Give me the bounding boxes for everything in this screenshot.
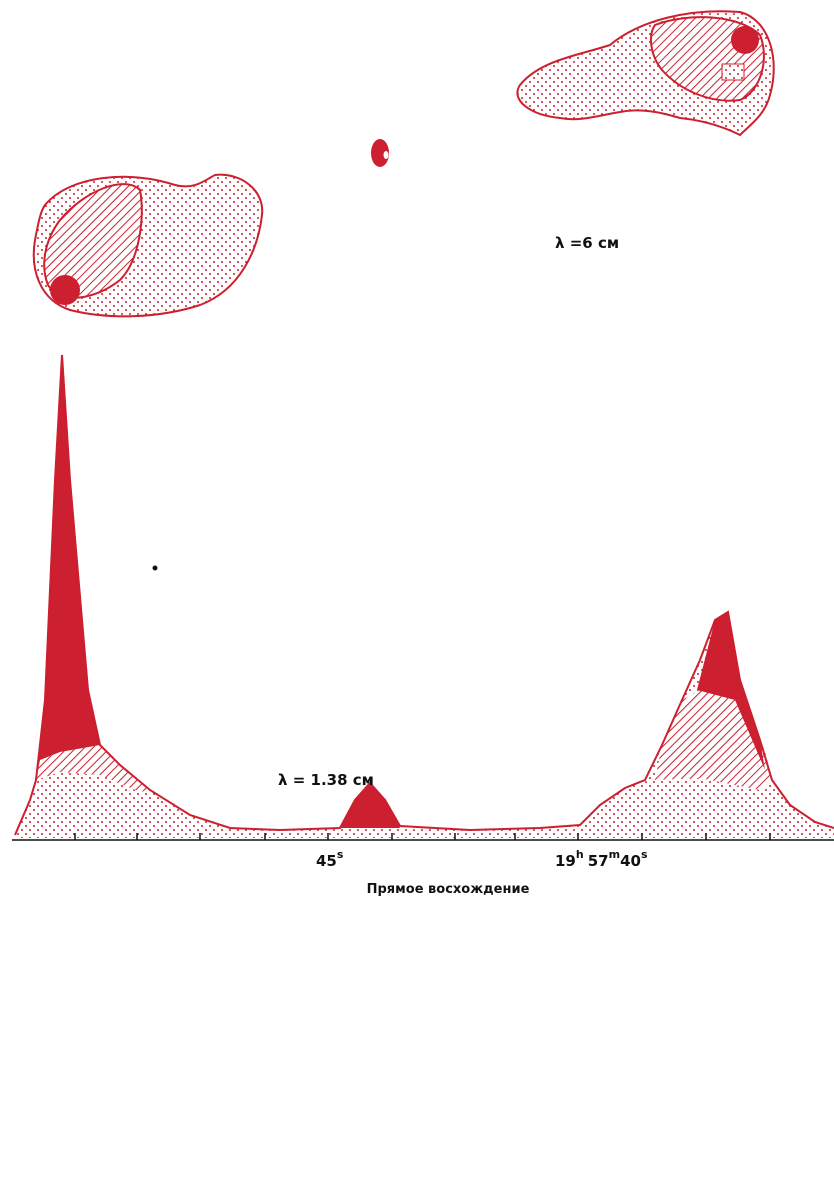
tick-sup: s <box>641 848 648 861</box>
peak-left <box>36 355 100 780</box>
tick-sup: m <box>609 848 620 861</box>
x-tick-label: 19h 57m40s <box>555 848 648 870</box>
tick-text: 19 <box>555 852 576 870</box>
tick-text: 45 <box>316 852 337 870</box>
central-source <box>371 139 389 167</box>
source-map-right <box>517 11 773 135</box>
speck <box>153 566 158 571</box>
axis-title: Прямое восхождение <box>367 882 530 897</box>
x-tick-label: 45s <box>316 848 344 870</box>
profile <box>15 355 834 838</box>
wavelength-label: λ =6 см <box>555 234 619 252</box>
page: {"map_labels": ["λ =6 см", "λ = 1.38 см"… <box>0 0 834 1180</box>
core <box>731 26 759 54</box>
tick-text: 57 <box>588 852 609 870</box>
tick-sup: h <box>576 848 584 861</box>
tick-sup: s <box>337 848 344 861</box>
wavelength-label: λ = 1.38 см <box>278 771 374 789</box>
source-map-left <box>34 175 262 317</box>
core <box>50 275 80 305</box>
figure: λ =6 см λ = 1.38 см 45s 19h57m40s Прямое… <box>0 0 834 1180</box>
peak-center <box>340 783 400 828</box>
tick-text: 40 <box>620 852 641 870</box>
detail <box>722 64 744 80</box>
